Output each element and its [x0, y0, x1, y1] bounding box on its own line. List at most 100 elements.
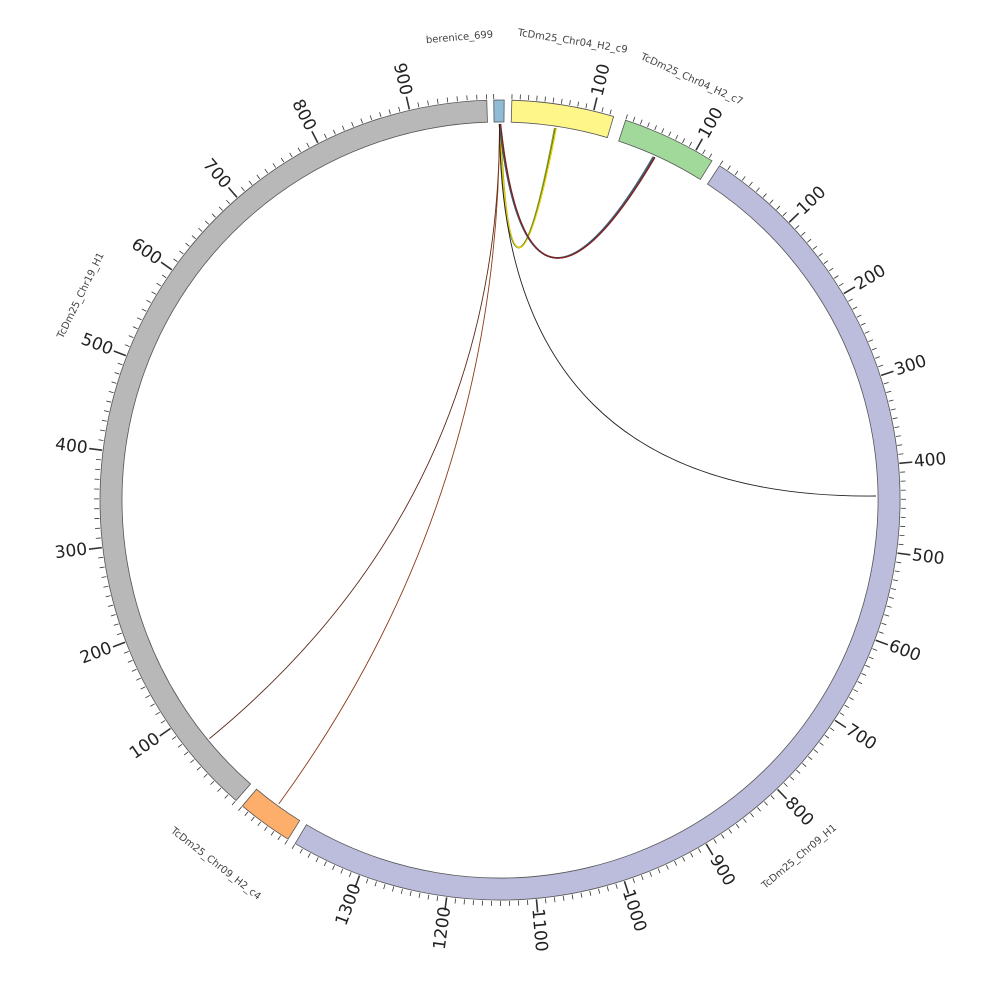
tick-major — [227, 186, 238, 198]
tick-label-chr19_h1: 700 — [198, 155, 234, 193]
tick-minor — [101, 576, 107, 578]
tick-label-chr09_h1: 1100 — [527, 908, 551, 953]
tick-minor — [145, 695, 151, 699]
tick-minor — [392, 886, 395, 892]
tick-label-chr09_h1: 500 — [911, 545, 946, 569]
tick-minor — [665, 864, 669, 870]
segment-chr09_h1 — [294, 165, 901, 901]
tick-minor — [674, 860, 678, 866]
tick-minor — [436, 896, 439, 902]
tick-minor — [721, 834, 725, 839]
tick-minor — [632, 116, 636, 122]
tick-minor — [888, 399, 894, 402]
tick-minor — [861, 673, 867, 676]
tick-label-chr19_h1: 200 — [77, 638, 114, 668]
tick-minor — [103, 410, 109, 413]
tick-major — [695, 138, 704, 151]
tick-minor — [756, 187, 760, 192]
tick-minor — [818, 253, 823, 257]
tick-major — [843, 286, 856, 295]
tick-minor — [640, 119, 643, 125]
tick-major — [897, 552, 911, 556]
tick-minor — [307, 853, 311, 858]
tick-minor — [702, 149, 706, 155]
tick-major — [160, 261, 173, 271]
tick-minor — [190, 759, 195, 764]
tick-major — [88, 546, 102, 550]
tick-label-chr19_h1: 600 — [127, 234, 165, 269]
tick-label-chr19_h1: 800 — [287, 96, 320, 134]
tick-minor — [191, 235, 196, 240]
link-berenice-chr09_h1 — [499, 123, 876, 497]
tick-minor — [888, 596, 894, 599]
tick-major — [405, 96, 411, 110]
tick-minor — [179, 250, 184, 255]
tick-minor — [427, 100, 429, 106]
tick-minor — [698, 848, 702, 854]
tick-minor — [886, 390, 892, 393]
tick-minor — [454, 898, 456, 904]
tick-minor — [802, 763, 807, 767]
tick-minor — [105, 595, 111, 598]
tick-minor — [782, 212, 787, 217]
tick-label-chr09_h1: 900 — [705, 851, 739, 889]
tick-minor — [824, 734, 830, 739]
tick-minor — [124, 344, 130, 347]
tick-minor — [106, 400, 112, 403]
tick-label-chr09_h1: 200 — [851, 261, 889, 295]
tick-minor — [264, 826, 268, 831]
tick-minor — [446, 97, 449, 103]
tick-minor — [871, 347, 877, 351]
tick-minor — [589, 890, 592, 896]
tick-label-chr09_h1: 400 — [913, 449, 947, 472]
tick-minor — [864, 330, 870, 334]
tick-minor — [807, 238, 812, 243]
tick-minor — [306, 142, 310, 148]
tick-minor — [895, 435, 901, 437]
tick-minor — [762, 193, 767, 198]
tick-minor — [365, 878, 369, 884]
tick-minor — [324, 133, 327, 139]
tick-minor — [136, 677, 141, 681]
tick-minor — [379, 112, 382, 118]
tick-minor — [769, 199, 774, 204]
tick-minor — [741, 176, 746, 181]
tick-minor — [289, 152, 293, 158]
tick-major — [593, 97, 598, 111]
tick-minor — [203, 773, 208, 778]
tick-minor — [585, 103, 588, 109]
tick-minor — [896, 561, 902, 564]
tick-minor — [860, 322, 866, 326]
tick-minor — [598, 888, 601, 894]
tick-major — [880, 370, 894, 377]
tick-minor — [113, 623, 119, 626]
tick-minor — [103, 585, 109, 588]
tick-minor — [569, 100, 571, 106]
links-layer — [209, 123, 876, 805]
tick-minor — [110, 614, 116, 617]
tick-minor — [545, 898, 547, 904]
tick-minor — [553, 897, 556, 903]
tick-minor — [280, 157, 285, 163]
tick-minor — [675, 134, 679, 140]
tick-minor — [735, 823, 740, 829]
tick-minor — [881, 622, 887, 626]
tick-minor — [743, 818, 747, 823]
tick-minor — [156, 282, 162, 287]
tick-label-chr04_c9: 100 — [588, 62, 615, 98]
tick-major — [788, 212, 800, 223]
tick-minor — [151, 291, 157, 295]
tick-minor — [218, 206, 223, 211]
tick-minor — [291, 844, 296, 849]
tick-minor — [544, 96, 546, 102]
tick-minor — [898, 453, 904, 455]
tick-major — [159, 727, 171, 737]
tick-major — [705, 843, 714, 856]
tick-minor — [839, 712, 845, 716]
segment-label-chr09_h1: TcDm25_Chr09_H1 — [759, 823, 839, 893]
tick-major — [535, 899, 539, 913]
tick-minor — [111, 381, 117, 384]
segment-label-chr04_c7: TcDm25_Chr04_H2_c7 — [638, 51, 744, 107]
tick-minor — [171, 736, 177, 740]
tick-minor — [161, 274, 167, 279]
